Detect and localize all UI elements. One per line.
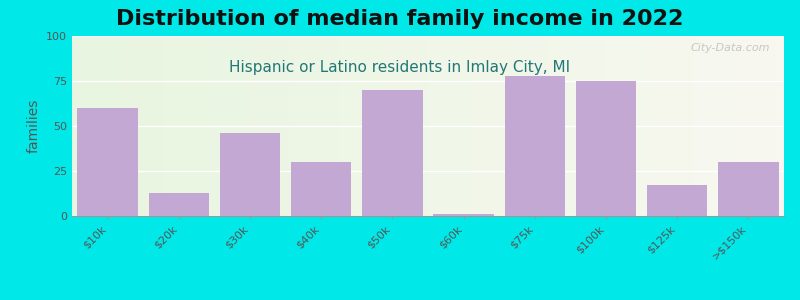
Bar bbox=[291, 162, 351, 216]
Bar bbox=[576, 81, 636, 216]
Bar bbox=[718, 162, 778, 216]
Bar bbox=[220, 133, 280, 216]
Bar bbox=[647, 185, 707, 216]
Text: Hispanic or Latino residents in Imlay City, MI: Hispanic or Latino residents in Imlay Ci… bbox=[230, 60, 570, 75]
Y-axis label: families: families bbox=[26, 99, 41, 153]
Text: City-Data.com: City-Data.com bbox=[690, 43, 770, 53]
Bar bbox=[149, 193, 209, 216]
Bar bbox=[434, 214, 494, 216]
Bar bbox=[505, 76, 565, 216]
Text: Distribution of median family income in 2022: Distribution of median family income in … bbox=[116, 9, 684, 29]
Bar bbox=[78, 108, 138, 216]
Bar bbox=[362, 90, 422, 216]
